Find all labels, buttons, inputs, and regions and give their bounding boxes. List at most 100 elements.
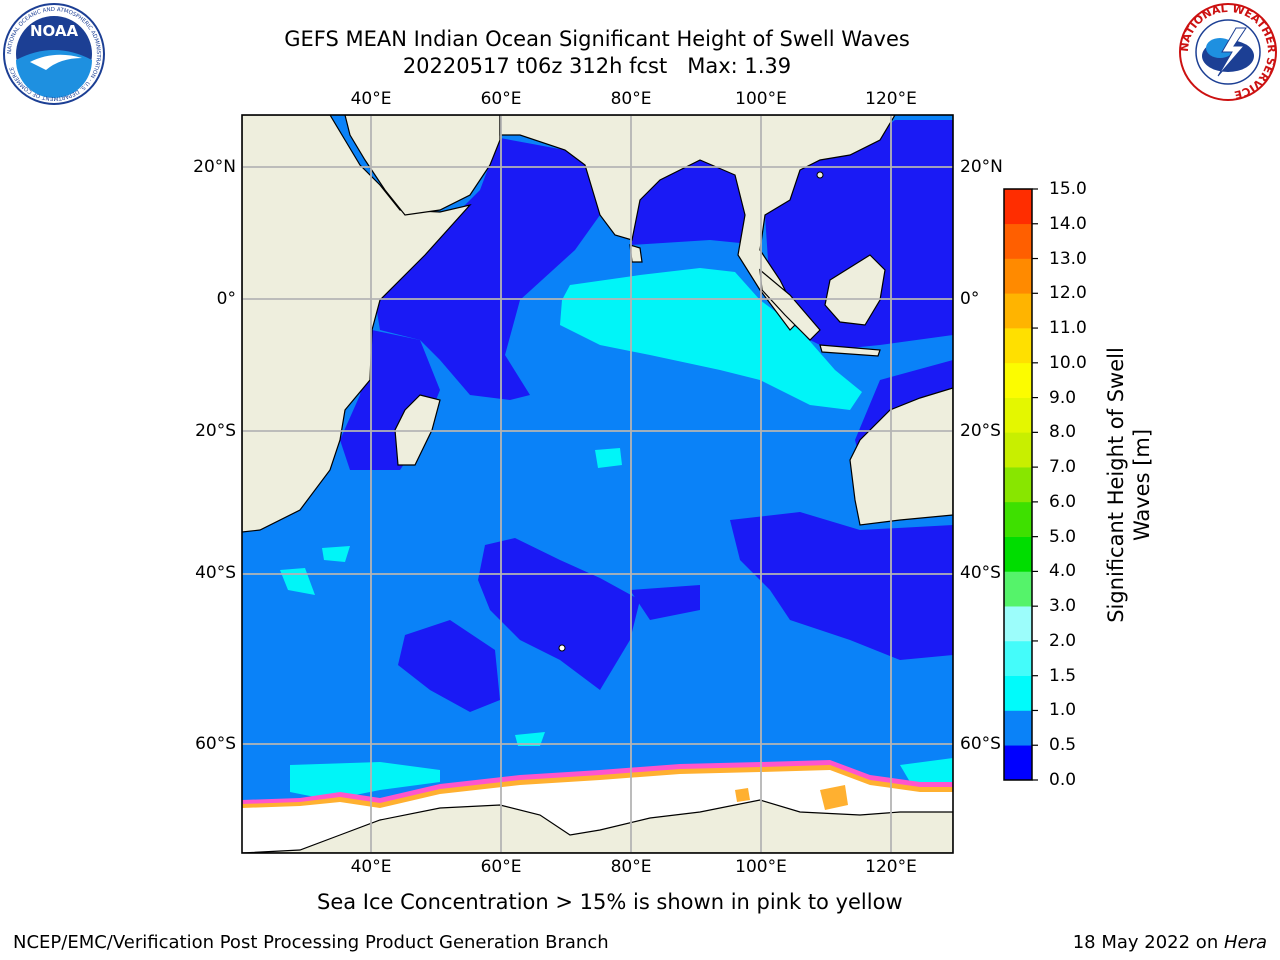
lat-label-left-60s: 60°S [195, 734, 236, 754]
colorbar-tick-label: 4.0 [1049, 561, 1077, 582]
lat-label-left-20n: 20°N [193, 157, 236, 177]
cyan-patch-4 [515, 732, 545, 746]
colorbar-tick-label: 2.0 [1049, 630, 1077, 651]
colorbar-tick-label: 1.5 [1049, 665, 1077, 686]
lon-label-top-80e: 80°E [610, 89, 652, 109]
cyan-southeast-patch [900, 758, 953, 782]
map-frame [241, 114, 954, 854]
colorbar-segment [1004, 606, 1032, 642]
lon-label-top-100e: 100°E [735, 89, 787, 109]
deep-blue-central-patch-1 [478, 538, 640, 690]
swell-height-map [242, 115, 953, 853]
colorbar-tick-label: 15.0 [1049, 179, 1087, 199]
colorbar-segment [1004, 536, 1032, 572]
colorbar-segment [1004, 640, 1032, 677]
noaa-logo-text: NOAA [30, 22, 79, 40]
colorbar-segment [1004, 432, 1032, 468]
land-madagascar [394, 394, 441, 466]
colorbar-tick-label: 14.0 [1049, 213, 1087, 234]
deep-blue-central-patch-2 [398, 620, 500, 712]
lon-label-top-120e: 120°E [865, 89, 917, 109]
lon-label-bottom-100e: 100°E [735, 857, 787, 877]
nws-logo: NATIONAL WEATHER SERVICE [1178, 2, 1278, 102]
colorbar [1003, 188, 1038, 781]
deep-blue-central-patch-3 [630, 585, 700, 620]
sea-ice-orange-patch-2 [735, 788, 750, 802]
land-sumatra [759, 268, 821, 341]
lon-label-bottom-60e: 60°E [480, 857, 522, 877]
colorbar-segment [1004, 362, 1032, 398]
colorbar-tick-label: 8.0 [1049, 422, 1077, 443]
map-gridlines [242, 115, 953, 853]
noaa-logo: NOAA NATIONAL OCEANIC AND ATMOSPHERIC AD… [3, 3, 105, 105]
footer-host: Hera [1223, 932, 1267, 953]
land-africa [242, 115, 472, 533]
land-australia [849, 387, 953, 526]
footer-date-text: 18 May 2022 on [1072, 932, 1224, 953]
colorbar-tick-label: 5.0 [1049, 526, 1077, 547]
colorbar-segment [1004, 397, 1032, 433]
colorbar-segment [1004, 189, 1032, 225]
sea-ice-note: Sea Ice Concentration > 15% is shown in … [317, 890, 903, 914]
lat-label-right-20n: 20°N [960, 157, 1003, 177]
land-island-2 [816, 171, 824, 179]
sea-ice-orange-patch [820, 785, 848, 810]
colorbar-segment [1004, 571, 1032, 607]
deep-blue-bay-of-bengal [630, 160, 760, 245]
colorbar-segment [1004, 258, 1032, 294]
title-line-1: GEFS MEAN Indian Ocean Significant Heigh… [284, 27, 910, 51]
deep-blue-southeast-patch [730, 512, 953, 660]
lat-label-left-40s: 40°S [195, 563, 236, 583]
lon-label-top-40e: 40°E [350, 89, 392, 109]
colorbar-tick-label: 13.0 [1049, 248, 1087, 269]
colorbar-segment [1004, 501, 1032, 537]
lat-label-right-0: 0° [960, 289, 980, 309]
lat-label-right-60s: 60°S [960, 734, 1001, 754]
chart-title: GEFS MEAN Indian Ocean Significant Heigh… [284, 26, 910, 80]
colorbar-tick-label: 1.0 [1049, 700, 1077, 721]
colorbar-tick-label: 7.0 [1049, 457, 1077, 478]
colorbar-title-line-1: Significant Height of Swell [1104, 347, 1128, 623]
colorbar-tick-label: 0.0 [1049, 770, 1077, 790]
colorbar-segment [1004, 710, 1032, 746]
colorbar-tick-label: 9.0 [1049, 387, 1077, 408]
colorbar-tick-label: 11.0 [1049, 318, 1087, 339]
colorbar-tick-label: 10.0 [1049, 352, 1087, 373]
land-antarctica [242, 799, 953, 853]
cyan-patch-1 [595, 448, 622, 468]
lon-label-top-60e: 60°E [480, 89, 522, 109]
land-india-asia [499, 115, 896, 331]
colorbar-title-line-2: Waves [m] [1130, 428, 1154, 542]
colorbar-segment [1004, 745, 1032, 781]
land-java [819, 344, 881, 357]
cyan-southern-band [290, 762, 440, 800]
title-line-2: 20220517 t06z 312h fcst Max: 1.39 [402, 54, 792, 78]
lat-label-right-40s: 40°S [960, 563, 1001, 583]
cyan-patch-2 [322, 546, 350, 562]
colorbar-tick-label: 3.0 [1049, 596, 1077, 617]
colorbar-frame [1003, 188, 1033, 781]
land-borneo [824, 254, 886, 326]
colorbar-segment [1004, 293, 1032, 329]
lat-label-right-20s: 20°S [960, 421, 1001, 441]
footer-branch: NCEP/EMC/Verification Post Processing Pr… [13, 932, 609, 953]
deep-blue-indonesian-seas [765, 120, 953, 350]
colorbar-tick-label: 6.0 [1049, 491, 1077, 512]
lon-label-bottom-40e: 40°E [350, 857, 392, 877]
colorbar-tick-label: 0.5 [1049, 735, 1077, 756]
colorbar-segment [1004, 467, 1032, 503]
colorbar-segment [1004, 328, 1032, 364]
deep-blue-arabian-sea [375, 138, 600, 400]
lat-label-left-0: 0° [216, 289, 236, 309]
colorbar-segment [1004, 223, 1032, 259]
lon-label-bottom-80e: 80°E [610, 857, 652, 877]
colorbar-tick-label: 12.0 [1049, 283, 1087, 304]
lon-label-bottom-120e: 120°E [865, 857, 917, 877]
colorbar-title: Significant Height of Swell Waves [m] [1103, 347, 1155, 623]
colorbar-segment [1004, 675, 1032, 711]
land-island-1 [558, 644, 566, 652]
lat-label-left-20s: 20°S [195, 421, 236, 441]
footer-date: 18 May 2022 on Hera [1073, 932, 1267, 953]
cyan-equatorial-band [560, 268, 862, 410]
